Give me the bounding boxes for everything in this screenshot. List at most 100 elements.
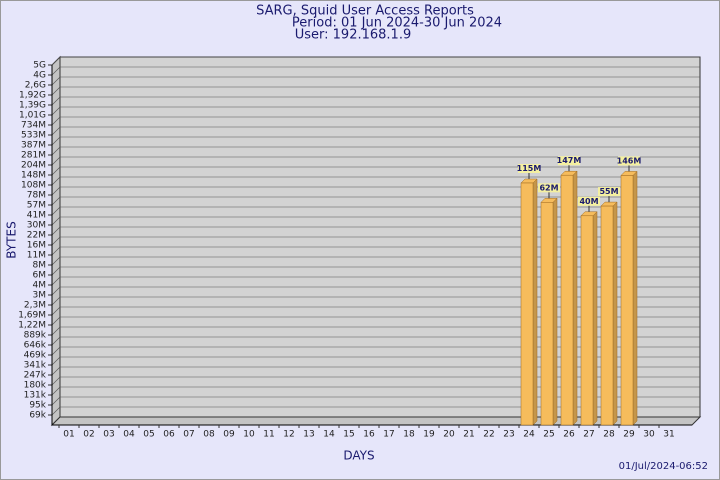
x-tick-label: 15 (343, 430, 354, 440)
y-tick-label: 204M (21, 161, 46, 171)
grid-line (51, 166, 61, 176)
label-box (518, 164, 540, 174)
y-tick-label: 95k (29, 401, 46, 411)
grid-line (51, 76, 61, 86)
grid-line (51, 306, 61, 316)
timestamp: 01/Jul/2024-06:52 (619, 461, 708, 472)
y-tick-label: 30M (27, 221, 46, 231)
bar-side (592, 211, 598, 426)
grid-line (51, 146, 61, 156)
bar (620, 175, 634, 426)
y-tick-label: 533M (21, 131, 46, 141)
grid-line (51, 296, 61, 306)
grid-line (51, 116, 61, 126)
bar-side (552, 197, 558, 426)
label-box (538, 183, 560, 193)
y-tick-label: 69k (29, 411, 46, 421)
value-label: 146M (617, 156, 642, 165)
grid-line (51, 246, 61, 256)
x-tick-label: 07 (183, 430, 194, 440)
x-tick-label: 16 (363, 430, 375, 440)
x-tick-label: 10 (243, 430, 255, 440)
x-tick-label: 24 (523, 430, 535, 440)
x-tick-label: 11 (263, 430, 274, 440)
grid-line (51, 56, 61, 66)
x-axis-label: DAYS (343, 449, 374, 463)
x-tick-label: 22 (483, 430, 494, 440)
bar-side (612, 201, 618, 426)
x-tick-label: 14 (323, 430, 335, 440)
grid-line (51, 196, 61, 206)
bar (580, 215, 594, 426)
grid-line (51, 366, 61, 376)
y-tick-label: 57M (27, 201, 46, 211)
y-tick-label: 4G (33, 71, 46, 81)
grid-line (51, 326, 61, 336)
y-tick-label: 889k (24, 331, 47, 341)
y-tick-label: 6M (33, 271, 47, 281)
x-tick-label: 23 (503, 430, 514, 440)
x-tick-label: 19 (423, 430, 435, 440)
y-tick-label: 22M (27, 231, 46, 241)
grid-line (51, 286, 61, 296)
period: Period: 01 Jun 2024-30 Jun 2024 (292, 16, 502, 31)
grid-line (51, 226, 61, 236)
y-tick-label: 387M (21, 141, 46, 151)
value-label: 62M (539, 183, 558, 192)
x-tick-label: 27 (583, 430, 594, 440)
grid-line (51, 106, 61, 116)
y-tick-label: 11M (27, 251, 46, 261)
grid-line (51, 406, 61, 416)
x-tick-label: 01 (63, 430, 74, 440)
x-tick-label: 20 (443, 430, 455, 440)
y-tick-label: 281M (21, 151, 46, 161)
x-tick-label: 12 (283, 430, 294, 440)
label-box (558, 156, 580, 166)
x-tick-label: 08 (203, 430, 215, 440)
x-tick-label: 29 (623, 430, 635, 440)
y-tick-label: 108M (21, 181, 46, 191)
y-tick-label: 2,3M (24, 301, 46, 311)
grid-line (51, 316, 61, 326)
y-tick-label: 4M (33, 281, 47, 291)
value-label: 115M (517, 164, 542, 173)
grid-line (51, 356, 61, 366)
value-label: 147M (557, 156, 582, 165)
y-tick-label: 341k (24, 361, 47, 371)
y-tick-label: 180k (24, 381, 47, 391)
x-tick-label: 18 (403, 430, 415, 440)
y-tick-label: 148M (21, 171, 46, 181)
y-tick-label: 646k (24, 341, 47, 351)
x-tick-label: 04 (123, 430, 135, 440)
y-tick-label: 1,69M (18, 311, 46, 321)
y-axis-label: BYTES (5, 221, 19, 258)
y-tick-label: 469k (24, 351, 47, 361)
grid-line (51, 156, 61, 166)
value-label: 55M (599, 187, 618, 196)
grid-line (51, 266, 61, 276)
y-tick-label: 16M (27, 241, 46, 251)
grid-line (51, 276, 61, 286)
x-tick-label: 30 (643, 430, 655, 440)
grid-line (51, 66, 61, 76)
y-tick-label: 1,22M (18, 321, 46, 331)
x-tick-label: 26 (563, 430, 575, 440)
label-box (578, 196, 600, 206)
bar-side (632, 170, 638, 426)
x-tick-label: 03 (103, 430, 114, 440)
grid-line (51, 96, 61, 106)
y-tick-label: 247k (24, 371, 47, 381)
grid-line (51, 336, 61, 346)
bar (600, 205, 614, 426)
y-tick-label: 8M (33, 261, 47, 271)
x-tick-label: 21 (463, 430, 474, 440)
x-tick-label: 05 (143, 430, 154, 440)
y-tick-label: 1,01G (19, 111, 46, 121)
label-box (618, 156, 640, 166)
grid-line (51, 396, 61, 406)
y-tick-label: 1,39G (19, 101, 46, 111)
grid-line (51, 256, 61, 266)
x-tick-label: 13 (303, 430, 314, 440)
user: User: 192.168.1.9 (295, 28, 411, 43)
